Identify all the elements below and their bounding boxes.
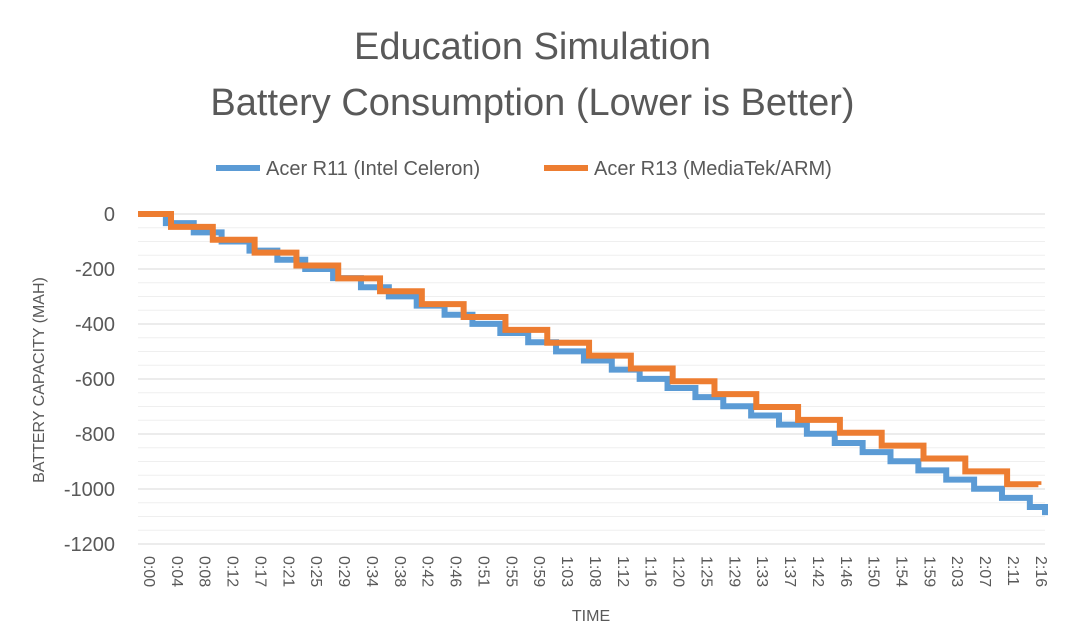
x-tick-label: 1:50 [865,556,882,587]
x-tick-label: 0:59 [530,556,547,587]
y-tick-label: -1200 [64,534,115,556]
chart-title-line-1: Education Simulation [354,26,711,68]
x-tick-label: 0:17 [251,556,268,587]
legend: Acer R11 (Intel Celeron) Acer R13 (MediaT… [216,158,832,180]
x-tick-label: 0:04 [168,556,185,587]
x-tick-label: 1:08 [586,556,603,587]
x-tick-label: 0:51 [474,556,491,587]
series-line-2 [138,211,1042,488]
y-tick-label: -200 [75,259,115,281]
x-tick-label: 1:42 [809,556,826,587]
x-tick-label: 1:12 [614,556,631,587]
x-tick-label: 0:38 [391,556,408,587]
x-tick-label: 1:20 [670,556,687,587]
x-tick-label: 1:54 [892,556,909,587]
x-tick-label: 2:11 [1004,556,1021,586]
x-axis-ticks: 0:00 0:04 0:08 0:12 0:17 0:21 0:25 0:29 0:34 0:38… [140,556,1049,587]
x-tick-label: 0:08 [196,556,213,587]
y-tick-label: -800 [75,424,115,446]
x-tick-label: 1:03 [558,556,575,587]
x-tick-label: 2:07 [976,556,993,587]
x-tick-label: 0:34 [363,556,380,587]
y-tick-label: -400 [75,314,115,336]
x-tick-label: 2:16 [1032,556,1049,587]
x-tick-label: 0:00 [140,556,157,587]
x-tick-label: 1:29 [725,556,742,587]
y-axis-label: BATTERY CAPACITY (MAH) [31,277,48,483]
x-tick-label: 0:21 [279,556,296,587]
x-tick-label: 0:12 [224,556,241,587]
x-tick-label: 0:46 [447,556,464,587]
x-tick-label: 0:42 [419,556,436,587]
legend-label: Acer R11 (Intel Celeron) [266,158,480,180]
chart-title-line-2: Battery Consumption (Lower is Better) [210,82,855,124]
y-axis-ticks: 0 -200 -400 -600 -800 -1000 -1200 [64,204,115,556]
x-axis-label: TIME [572,608,610,625]
y-tick-label: -1000 [64,479,115,501]
gridlines [138,213,1045,545]
x-tick-label: 1:59 [920,556,937,587]
legend-label: Acer R13 (MediaTek/ARM) [594,158,832,180]
x-tick-label: 0:25 [307,556,324,587]
y-tick-label: 0 [104,204,115,226]
series-line-1 [138,211,1048,516]
x-tick-label: 0:29 [335,556,352,587]
y-tick-label: -600 [75,369,115,391]
series-lines [138,211,1048,516]
x-tick-label: 1:37 [781,556,798,587]
x-tick-label: 1:33 [753,556,770,587]
x-tick-label: 0:55 [502,556,519,587]
x-tick-label: 1:16 [642,556,659,587]
x-tick-label: 2:03 [948,556,965,587]
x-tick-label: 1:46 [837,556,854,587]
x-tick-label: 1:25 [697,556,714,587]
